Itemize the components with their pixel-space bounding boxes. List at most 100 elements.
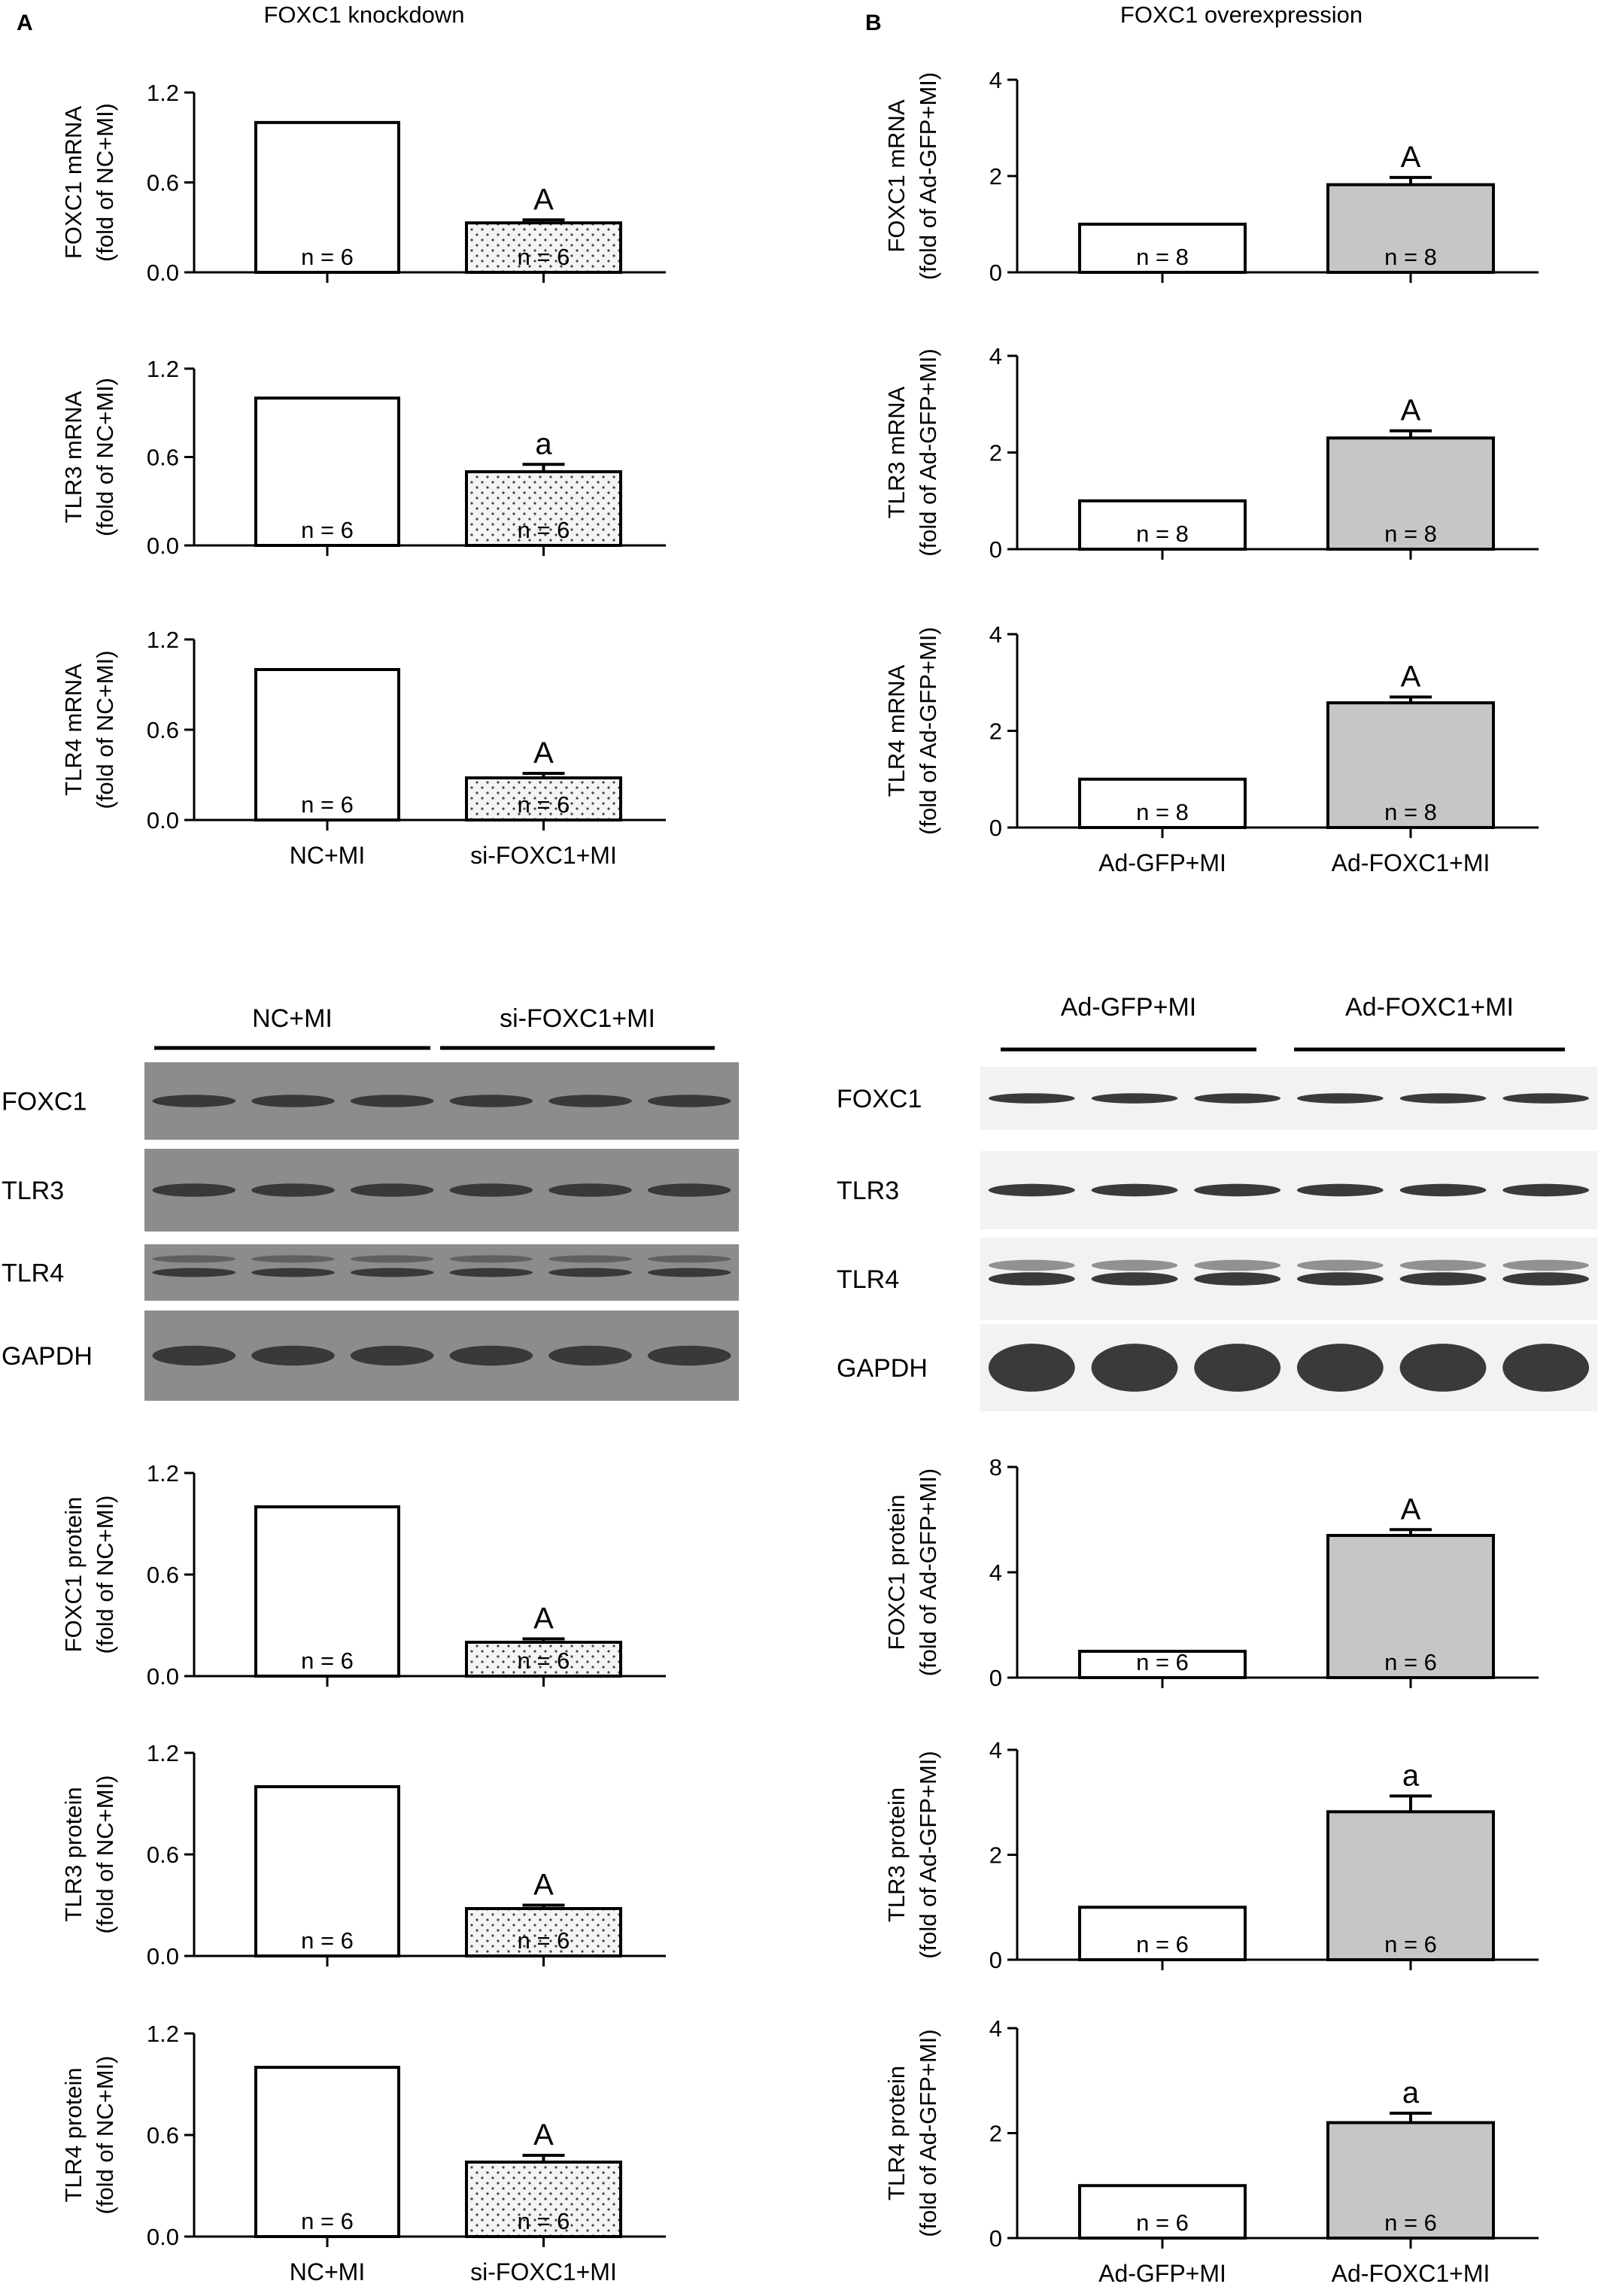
blot-band-upper [548, 1255, 632, 1263]
y-tick-label: 0.0 [147, 1943, 179, 1970]
blot-band-upper [1399, 1259, 1487, 1271]
blot-band [1296, 1093, 1384, 1104]
blot-strip [144, 1310, 739, 1401]
y-tick-label: 1.2 [147, 1460, 179, 1487]
y-axis-label-unit: (fold of NC+MI) [92, 1495, 118, 1654]
bar-charts: 0.0 0.6 1.2 FOXC1 mRNA (fold of NC+MI) n = 6 n… [60, 67, 1539, 2287]
y-tick-label: 0 [989, 815, 1002, 841]
y-axis-label: TLR3 mRNA [883, 386, 910, 518]
western-blot-knockdown: NC+MI si-FOXC1+MI FOXC1 TLR3 TLR4 GAPDH [2, 1004, 739, 1401]
y-tick-label: 0 [989, 260, 1002, 286]
bar-control [254, 668, 400, 822]
y-tick-label: 4 [989, 1560, 1002, 1586]
y-axis-label-unit: (fold of Ad-GFP+MI) [915, 1751, 941, 1959]
y-tick-label: 0.0 [147, 533, 179, 559]
blot-band [647, 1095, 731, 1107]
blot-group-label: Ad-GFP+MI [1061, 993, 1196, 1022]
blot-band [1194, 1272, 1281, 1286]
bar-treatment [465, 221, 622, 274]
blot-band-upper [988, 1259, 1075, 1271]
blot-band [988, 1272, 1075, 1286]
y-tick-label: 0 [989, 1947, 1002, 1973]
blot-band-upper [251, 1255, 335, 1263]
blot-band [1194, 1183, 1281, 1197]
blot-band [251, 1183, 335, 1197]
y-tick-label: 0.0 [147, 1663, 179, 1690]
blot-band [988, 1344, 1075, 1392]
y-tick-label: 1.2 [147, 2021, 179, 2047]
y-axis-label-unit: (fold of Ad-GFP+MI) [915, 1468, 941, 1677]
blot-band-upper [449, 1255, 533, 1263]
blot-band [1502, 1272, 1590, 1286]
chart-a-tlr3-mrna: 0.0 0.6 1.2 TLR3 mRNA (fold of NC+MI) n = 6 n … [60, 356, 666, 559]
bar-control [1078, 223, 1247, 274]
blot-band [152, 1268, 236, 1277]
y-axis-label-unit: (fold of NC+MI) [92, 650, 118, 809]
n-label: n = 6 [1136, 1931, 1189, 1957]
bar-control [254, 396, 400, 548]
blot-strip [980, 1151, 1597, 1229]
x-category-label: Ad-GFP+MI [1098, 849, 1226, 876]
significance-label: a [535, 427, 552, 460]
blot-band [251, 1268, 335, 1277]
x-category-label: NC+MI [290, 2258, 365, 2285]
n-label: n = 8 [1136, 521, 1189, 547]
y-axis-label-unit: (fold of Ad-GFP+MI) [915, 2029, 941, 2237]
y-tick-label: 2 [989, 163, 1002, 190]
y-axis-label: FOXC1 mRNA [883, 99, 910, 253]
significance-label: A [1401, 394, 1421, 427]
chart-b-tlr4-protein: 0 2 4 TLR4 protein (fold of Ad-GFP+MI) n = 6 A… [883, 2015, 1539, 2287]
blot-band-upper [152, 1255, 236, 1263]
blot-strip [144, 1149, 739, 1232]
chart-b-foxc1-mrna: 0 2 4 FOXC1 mRNA (fold of Ad-GFP+MI) n = 8 n =… [883, 67, 1539, 286]
y-tick-label: 0.6 [147, 445, 179, 471]
blot-band [449, 1183, 533, 1197]
y-axis-label: TLR4 protein [60, 2067, 87, 2202]
panel-b-title: FOXC1 overexpression [1120, 2, 1363, 28]
y-tick-label: 2 [989, 440, 1002, 466]
bar-treatment [1326, 701, 1495, 829]
blot-band [1194, 1093, 1281, 1104]
x-category-label: Ad-GFP+MI [1098, 2260, 1226, 2287]
y-tick-label: 0.6 [147, 1562, 179, 1588]
x-category-label: Ad-FOXC1+MI [1332, 849, 1490, 876]
blot-band [449, 1345, 533, 1366]
y-axis-label-unit: (fold of Ad-GFP+MI) [915, 627, 941, 835]
blot-band-upper [1502, 1259, 1590, 1271]
blot-group-label: Ad-FOXC1+MI [1345, 993, 1514, 1022]
chart-a-tlr4-mrna: 0.0 0.6 1.2 TLR4 mRNA (fold of NC+MI) n = 6 NC… [60, 627, 666, 869]
significance-label: a [1402, 2076, 1420, 2109]
x-category-label: Ad-FOXC1+MI [1332, 2260, 1490, 2287]
significance-label: A [533, 1869, 554, 1902]
blot-band [1502, 1093, 1590, 1104]
blot-band [350, 1268, 434, 1277]
bar-treatment [465, 470, 622, 547]
blot-band [1502, 1183, 1590, 1197]
y-axis-label: TLR4 mRNA [883, 664, 910, 797]
chart-a-foxc1-mrna: 0.0 0.6 1.2 FOXC1 mRNA (fold of NC+MI) n = 6 n… [60, 80, 666, 286]
blot-band-upper [647, 1255, 731, 1263]
blot-strip [980, 1067, 1597, 1130]
bar-treatment [1326, 1534, 1495, 1679]
blot-group-label: NC+MI [252, 1004, 333, 1033]
blot-band [1296, 1344, 1384, 1392]
blot-row-label: TLR4 [837, 1265, 899, 1294]
y-tick-label: 8 [989, 1454, 1002, 1481]
significance-label: A [533, 2118, 554, 2152]
blot-row-label: GAPDH [837, 1354, 928, 1383]
chart-a-tlr3-protein: 0.0 0.6 1.2 TLR3 protein (fold of NC+MI) n = … [60, 1740, 666, 1970]
blot-band [251, 1345, 335, 1366]
significance-label: A [1401, 141, 1421, 174]
n-label: n = 6 [1384, 1649, 1437, 1675]
significance-label: A [1401, 661, 1421, 694]
blot-band [1091, 1183, 1178, 1197]
n-label: n = 8 [1136, 799, 1189, 825]
n-label: n = 6 [518, 1927, 570, 1954]
n-label: n = 8 [1384, 244, 1437, 270]
y-tick-label: 0.0 [147, 260, 179, 286]
y-tick-label: 1.2 [147, 356, 179, 382]
blot-band-upper [1194, 1259, 1281, 1271]
y-axis-label-unit: (fold of NC+MI) [92, 103, 118, 262]
n-label: n = 6 [1384, 1931, 1437, 1957]
